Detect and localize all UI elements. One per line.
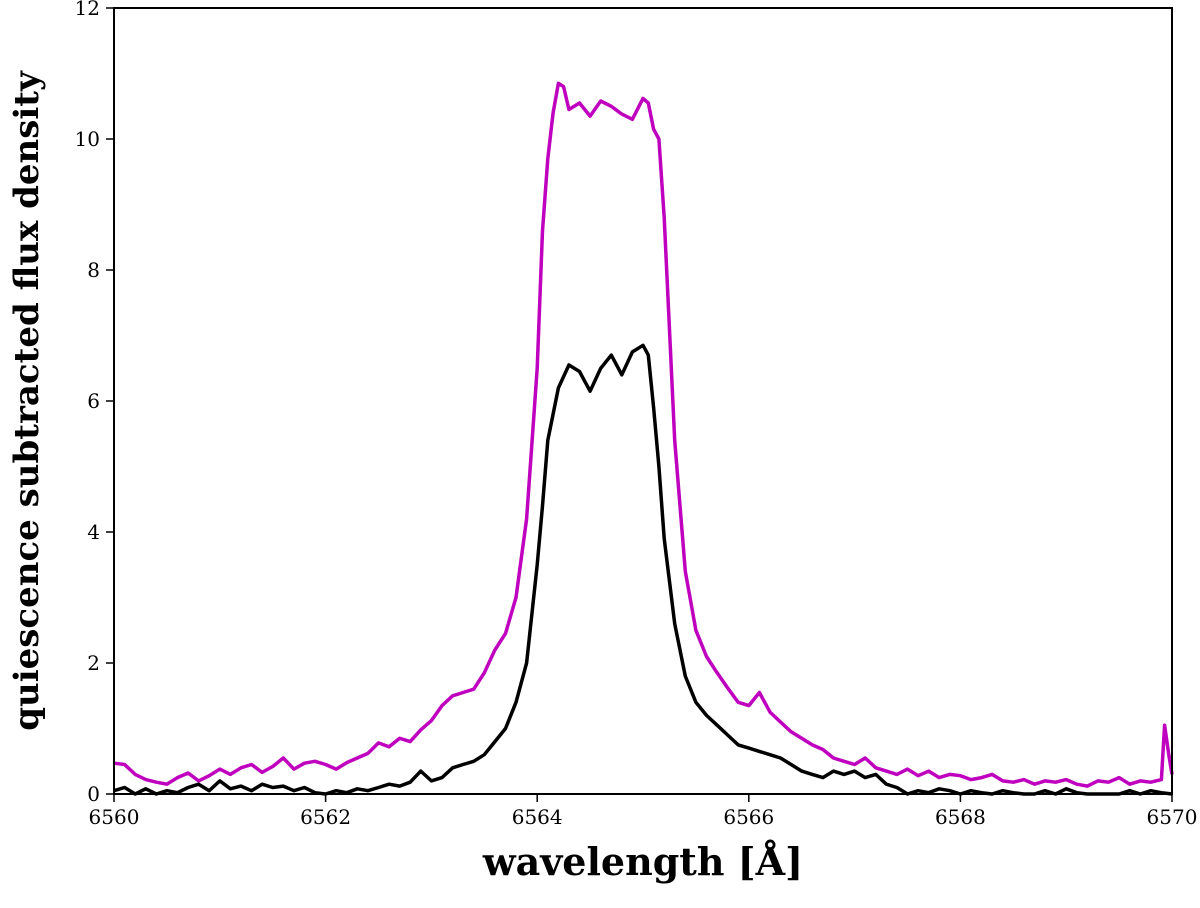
y-tick-label: 8 bbox=[87, 258, 100, 282]
x-tick-label: 6568 bbox=[935, 805, 986, 829]
x-axis-title: wavelength [Å] bbox=[482, 839, 803, 884]
x-tick-label: 6562 bbox=[300, 805, 351, 829]
y-tick-label: 12 bbox=[75, 0, 100, 20]
plot-lines bbox=[113, 81, 1174, 796]
y-axis-title: quiescence subtracted flux density bbox=[7, 70, 47, 731]
series-line-black bbox=[113, 343, 1173, 796]
y-tick-label: 4 bbox=[87, 520, 100, 544]
y-tick-label: 2 bbox=[87, 651, 100, 675]
plot-frame bbox=[113, 7, 1173, 795]
x-tick-label: 6564 bbox=[512, 805, 563, 829]
series-line-magenta bbox=[113, 81, 1174, 788]
y-tick-label: 6 bbox=[87, 389, 100, 413]
axis-ticks: 6560 6562 6564 6566 6568 6570 0 2 4 6 8 10 12 bbox=[75, 0, 1198, 829]
x-tick-label: 6560 bbox=[89, 805, 140, 829]
x-tick-label: 6566 bbox=[723, 805, 774, 829]
y-tick-label: 10 bbox=[75, 127, 100, 151]
x-tick-label: 6570 bbox=[1147, 805, 1198, 829]
y-tick-label: 0 bbox=[87, 782, 100, 806]
